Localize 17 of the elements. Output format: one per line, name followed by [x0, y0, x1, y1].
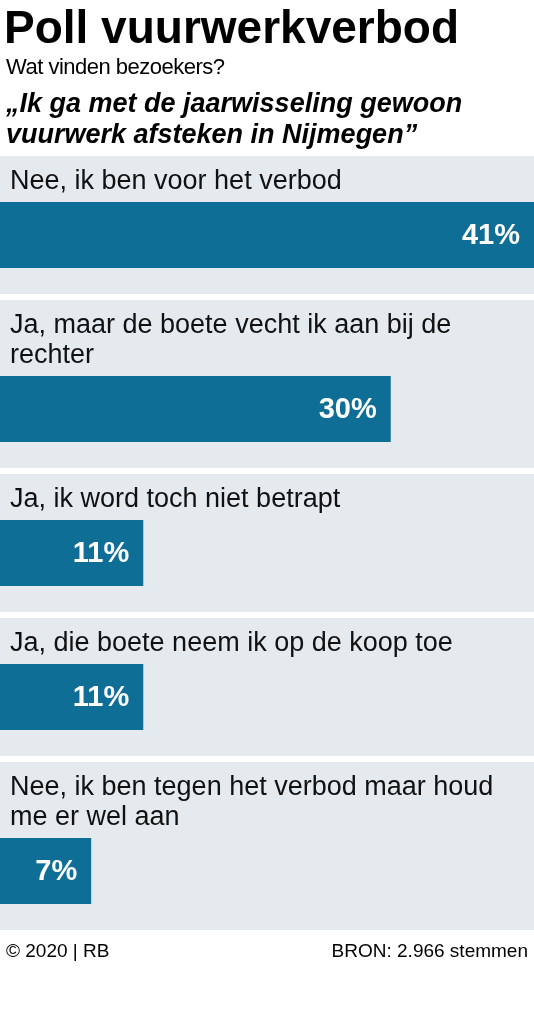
y-tick-label: Nee, ik ben voor het verbod: [10, 165, 342, 195]
y-tick-label: Ja, die boete neem ik op de koop toe: [10, 627, 453, 657]
data-label: 30%: [318, 392, 377, 424]
chart-title: Poll vuurwerkverbod: [3, 0, 460, 53]
annotation: „Ik ga met de jaarwisseling gewoon vuurwerk afsteken in Nijmegen”: [5, 87, 464, 151]
bar: [0, 838, 92, 904]
bar: [0, 520, 144, 586]
y-tick-label: Ja, ik word toch niet betrapt: [10, 483, 341, 513]
data-label: 11%: [72, 536, 130, 568]
data-label: 7%: [35, 854, 78, 886]
y-tick-label: Nee, ik ben tegen het verbod maar houd me er wel aan: [10, 771, 494, 831]
text: © 2020 | RB: [6, 940, 110, 962]
data-label: 11%: [72, 680, 130, 712]
text: BRON: 2.966 stemmen: [331, 940, 528, 962]
data-label: 41%: [461, 218, 521, 250]
chart-subtitle: Wat vinden bezoekers?: [5, 53, 226, 81]
y-tick-label: Ja, maar de boete vecht ik aan bij de rechter: [10, 309, 452, 369]
